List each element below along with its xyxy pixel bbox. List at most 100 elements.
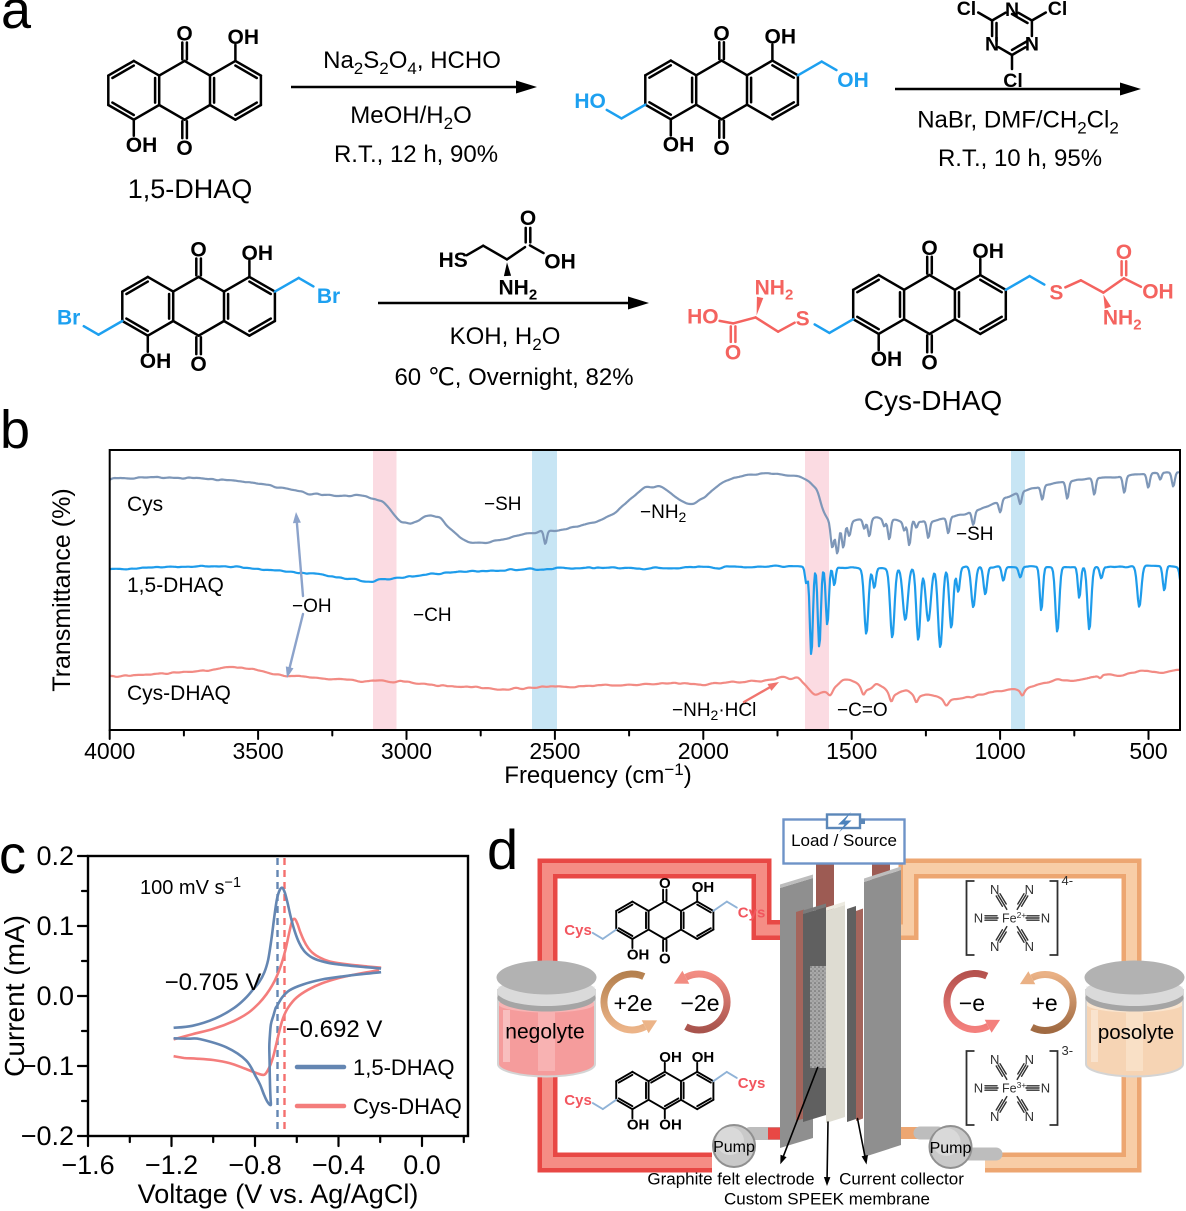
svg-text:1500: 1500	[826, 738, 877, 764]
svg-text:O: O	[176, 23, 192, 46]
svg-text:OH: OH	[627, 1117, 650, 1134]
svg-text:1000: 1000	[975, 738, 1026, 764]
svg-text:100 mV s−1: 100 mV s−1	[140, 875, 241, 899]
svg-text:Na2S2O4, HCHO: Na2S2O4, HCHO	[323, 47, 501, 78]
svg-text:HS: HS	[439, 249, 468, 272]
svg-text:OH: OH	[126, 134, 158, 157]
svg-text:O: O	[921, 237, 937, 260]
svg-text:Frequency (cm−1): Frequency (cm−1)	[504, 760, 691, 789]
svg-text:N: N	[1025, 34, 1039, 56]
svg-text:c: c	[0, 825, 26, 885]
svg-text:O: O	[659, 950, 671, 967]
svg-text:N: N	[1041, 911, 1050, 926]
svg-text:Current collector: Current collector	[839, 1170, 964, 1189]
svg-text:0.1: 0.1	[36, 911, 74, 941]
svg-text:−C=O: −C=O	[837, 700, 888, 721]
svg-text:2500: 2500	[529, 738, 580, 764]
svg-text:OH: OH	[972, 240, 1004, 263]
svg-text:N: N	[1025, 882, 1034, 897]
svg-text:−NH2·HCl: −NH2·HCl	[672, 700, 756, 723]
svg-text:N: N	[1025, 939, 1034, 954]
svg-text:O: O	[921, 351, 937, 374]
svg-text:N: N	[1005, 0, 1019, 21]
svg-text:OH: OH	[837, 69, 869, 92]
svg-text:OH: OH	[871, 348, 903, 371]
svg-text:R.T., 12 h, 90%: R.T., 12 h, 90%	[334, 141, 498, 168]
svg-text:R.T., 10 h, 95%: R.T., 10 h, 95%	[938, 145, 1102, 172]
svg-text:−0.1: −0.1	[21, 1051, 74, 1081]
svg-text:OH: OH	[659, 1049, 682, 1066]
svg-text:Pump: Pump	[930, 1140, 972, 1157]
svg-text:Cl: Cl	[1048, 0, 1068, 20]
svg-text:3000: 3000	[381, 738, 432, 764]
svg-text:OH: OH	[692, 879, 715, 896]
svg-text:Cys-DHAQ: Cys-DHAQ	[864, 385, 1002, 416]
svg-text:OH: OH	[659, 1117, 682, 1134]
svg-text:0.0: 0.0	[36, 981, 74, 1011]
svg-text:3500: 3500	[233, 738, 284, 764]
svg-text:N: N	[990, 1109, 999, 1124]
svg-text:Graphite felt electrode: Graphite felt electrode	[647, 1170, 814, 1189]
svg-text:N: N	[1025, 1052, 1034, 1067]
svg-text:NH2: NH2	[499, 277, 538, 304]
svg-text:−0.692 V: −0.692 V	[286, 1016, 383, 1043]
svg-text:Voltage (V vs. Ag/AgCl): Voltage (V vs. Ag/AgCl)	[138, 1179, 419, 1209]
svg-text:3-: 3-	[1062, 1043, 1074, 1058]
svg-text:Cys-DHAQ: Cys-DHAQ	[353, 1094, 462, 1119]
svg-text:Cys-DHAQ: Cys-DHAQ	[127, 682, 231, 705]
svg-text:O: O	[176, 137, 192, 160]
svg-text:S: S	[1049, 281, 1063, 304]
svg-text:OH: OH	[544, 251, 576, 274]
svg-text:NH2: NH2	[1103, 307, 1142, 334]
svg-text:Load / Source: Load / Source	[791, 831, 897, 850]
svg-text:NH2: NH2	[755, 276, 794, 303]
svg-text:1,5-DHAQ: 1,5-DHAQ	[127, 574, 224, 597]
svg-text:Cys: Cys	[738, 1075, 766, 1092]
svg-text:−SH: −SH	[956, 524, 994, 545]
svg-text:HO: HO	[687, 305, 719, 328]
svg-text:+e: +e	[1031, 990, 1057, 1016]
svg-text:N: N	[1025, 1109, 1034, 1124]
svg-text:4-: 4-	[1062, 873, 1074, 888]
svg-text:OH: OH	[692, 1049, 715, 1066]
svg-text:Cys: Cys	[127, 493, 163, 516]
svg-text:Cl: Cl	[1003, 70, 1023, 92]
svg-text:KOH, H2O: KOH, H2O	[450, 323, 561, 354]
svg-text:OH: OH	[627, 946, 650, 963]
svg-text:N: N	[974, 1081, 983, 1096]
svg-text:OH: OH	[663, 134, 695, 157]
svg-text:OH: OH	[242, 242, 274, 265]
svg-text:b: b	[0, 400, 30, 460]
svg-text:N: N	[1041, 1081, 1050, 1096]
svg-text:−2e: −2e	[680, 990, 719, 1016]
svg-text:O: O	[190, 353, 206, 376]
svg-text:1,5-DHAQ: 1,5-DHAQ	[128, 174, 253, 204]
svg-text:4000: 4000	[84, 738, 135, 764]
svg-text:0.0: 0.0	[403, 1150, 441, 1180]
svg-text:−0.4: −0.4	[312, 1150, 365, 1180]
svg-text:−CH: −CH	[413, 605, 452, 626]
svg-text:Pump: Pump	[713, 1139, 755, 1156]
svg-text:OH: OH	[765, 26, 797, 49]
svg-text:+2e: +2e	[613, 990, 652, 1016]
svg-text:negolyte: negolyte	[505, 1021, 584, 1044]
svg-text:Transmittance (%): Transmittance (%)	[48, 488, 76, 691]
svg-text:N: N	[985, 34, 999, 56]
svg-text:1,5-DHAQ: 1,5-DHAQ	[353, 1055, 454, 1080]
svg-text:NaBr, DMF/CH2Cl2: NaBr, DMF/CH2Cl2	[917, 107, 1119, 138]
svg-text:HO: HO	[574, 90, 606, 113]
svg-text:OH: OH	[1142, 280, 1174, 303]
svg-text:N: N	[990, 939, 999, 954]
svg-text:500: 500	[1129, 738, 1167, 764]
svg-text:Br: Br	[317, 285, 340, 308]
svg-text:O: O	[659, 875, 671, 892]
svg-text:2000: 2000	[678, 738, 729, 764]
svg-text:OH: OH	[228, 26, 260, 49]
svg-text:−0.2: −0.2	[21, 1121, 74, 1151]
svg-text:O: O	[725, 341, 741, 364]
svg-text:Cys: Cys	[738, 905, 766, 922]
svg-text:0.2: 0.2	[36, 841, 74, 871]
svg-text:Custom SPEEK membrane: Custom SPEEK membrane	[724, 1190, 930, 1209]
svg-text:N: N	[990, 882, 999, 897]
svg-text:Cys: Cys	[564, 922, 592, 939]
